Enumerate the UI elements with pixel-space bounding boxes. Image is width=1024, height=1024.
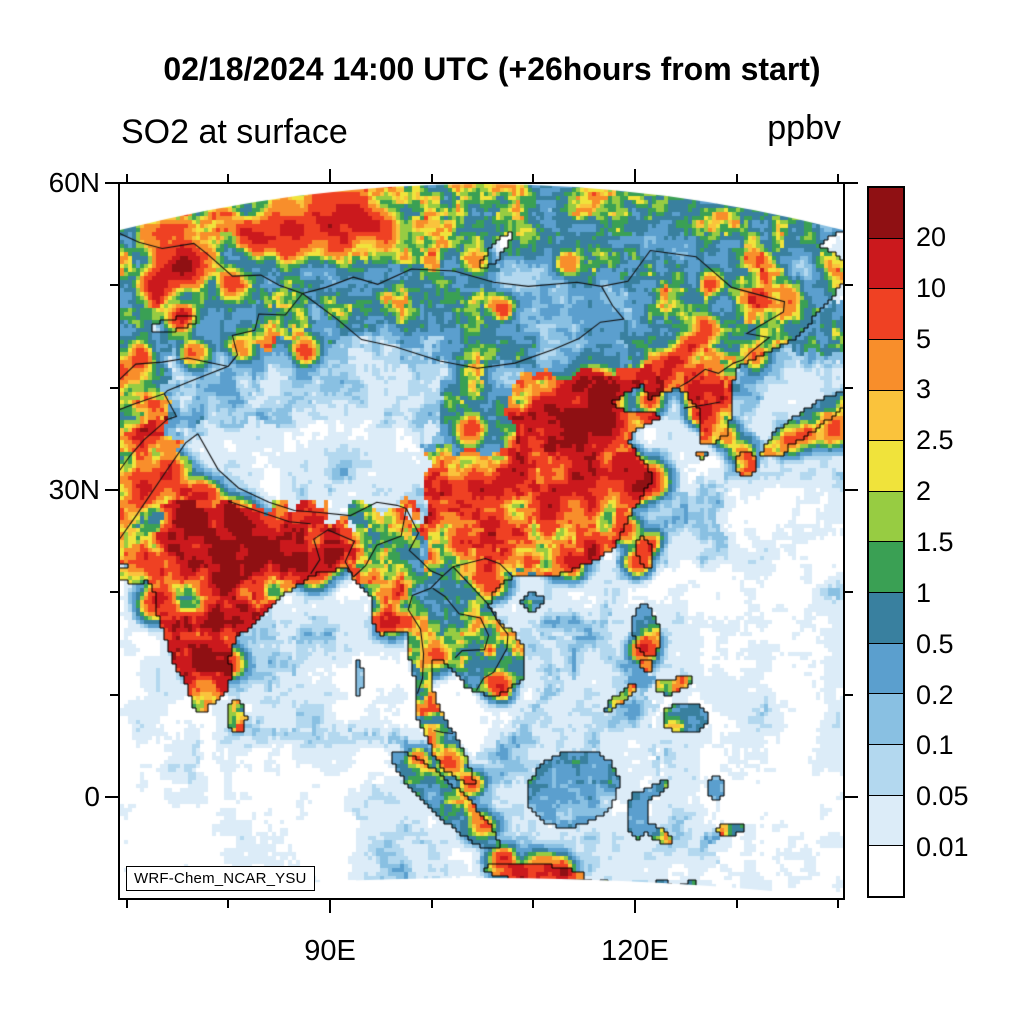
x-axis-tick-top <box>532 174 535 182</box>
y-axis-tick <box>110 386 118 389</box>
units-label: ppbv <box>767 109 841 147</box>
colorbar-cell <box>869 592 903 643</box>
y-axis-tick <box>110 591 118 594</box>
y-axis-tick-right <box>845 489 858 491</box>
x-axis-tick-top <box>227 174 230 182</box>
colorbar-cell <box>869 744 903 795</box>
x-axis-tick <box>532 900 535 908</box>
colorbar-label: 2 <box>916 476 932 507</box>
colorbar-cell <box>869 642 903 694</box>
x-axis-tick-top <box>125 174 128 182</box>
colorbar-cell <box>869 440 903 491</box>
colorbar-cell <box>869 794 903 846</box>
y-axis-tick-right <box>845 693 853 696</box>
map-canvas <box>120 184 843 898</box>
y-axis-tick-right <box>845 795 858 798</box>
map-plot-frame: WRF-Chem_NCAR_YSU <box>118 182 845 900</box>
x-axis-tick-top <box>837 174 840 182</box>
y-axis-tick-right <box>845 182 858 184</box>
x-axis-tick <box>329 900 331 913</box>
x-axis-tick-top <box>634 169 636 182</box>
colorbar-label: 0.01 <box>916 832 969 863</box>
colorbar-label: 0.1 <box>916 730 954 761</box>
colorbar-cell <box>869 693 903 745</box>
colorbar-label: 5 <box>916 323 932 354</box>
y-axis-tick <box>105 182 118 184</box>
x-axis-tick <box>430 900 433 908</box>
colorbar-label: 1.5 <box>916 527 954 557</box>
x-axis-label: 90E <box>304 935 356 967</box>
x-axis-tick-top <box>329 169 331 182</box>
x-axis-tick <box>837 900 840 908</box>
y-axis-tick-right <box>845 284 853 287</box>
colorbar <box>867 186 905 898</box>
colorbar-label: 0.05 <box>916 781 969 812</box>
colorbar-cell <box>869 490 903 542</box>
y-axis-tick <box>110 693 118 696</box>
plot-title: 02/18/2024 14:00 UTC (+26hours from star… <box>163 51 821 87</box>
x-axis-tick <box>735 900 738 908</box>
colorbar-cell <box>869 188 903 238</box>
colorbar-label: 10 <box>916 272 947 303</box>
colorbar-label: 2.5 <box>916 425 954 456</box>
variable-label: SO2 at surface <box>121 113 348 151</box>
x-axis-tick <box>634 900 636 913</box>
colorbar-cell <box>869 389 903 441</box>
colorbar-cell <box>869 541 903 593</box>
x-axis-tick <box>227 900 230 908</box>
y-axis-tick-right <box>845 591 853 594</box>
y-axis-label: 30N <box>48 474 100 505</box>
x-axis-tick-top <box>430 174 433 182</box>
y-axis-label: 0 <box>84 780 100 812</box>
colorbar-cell <box>869 338 903 390</box>
colorbar-label: 0.5 <box>916 628 954 659</box>
x-axis-tick <box>125 900 128 908</box>
x-axis-tick-top <box>735 174 738 182</box>
model-watermark: WRF-Chem_NCAR_YSU <box>126 866 315 891</box>
colorbar-cell <box>869 237 903 289</box>
y-axis-tick <box>110 284 118 287</box>
x-axis-label: 120E <box>601 935 669 967</box>
y-axis-label: 60N <box>48 167 100 198</box>
colorbar-label: 1 <box>916 577 932 608</box>
y-axis-tick <box>105 795 118 798</box>
y-axis-tick-right <box>845 386 853 389</box>
y-axis-tick <box>105 489 118 491</box>
colorbar-label: 3 <box>916 374 932 405</box>
colorbar-label: 0.2 <box>916 679 954 710</box>
colorbar-label: 20 <box>916 221 947 252</box>
colorbar-cell <box>869 845 903 896</box>
colorbar-cell <box>869 288 903 339</box>
